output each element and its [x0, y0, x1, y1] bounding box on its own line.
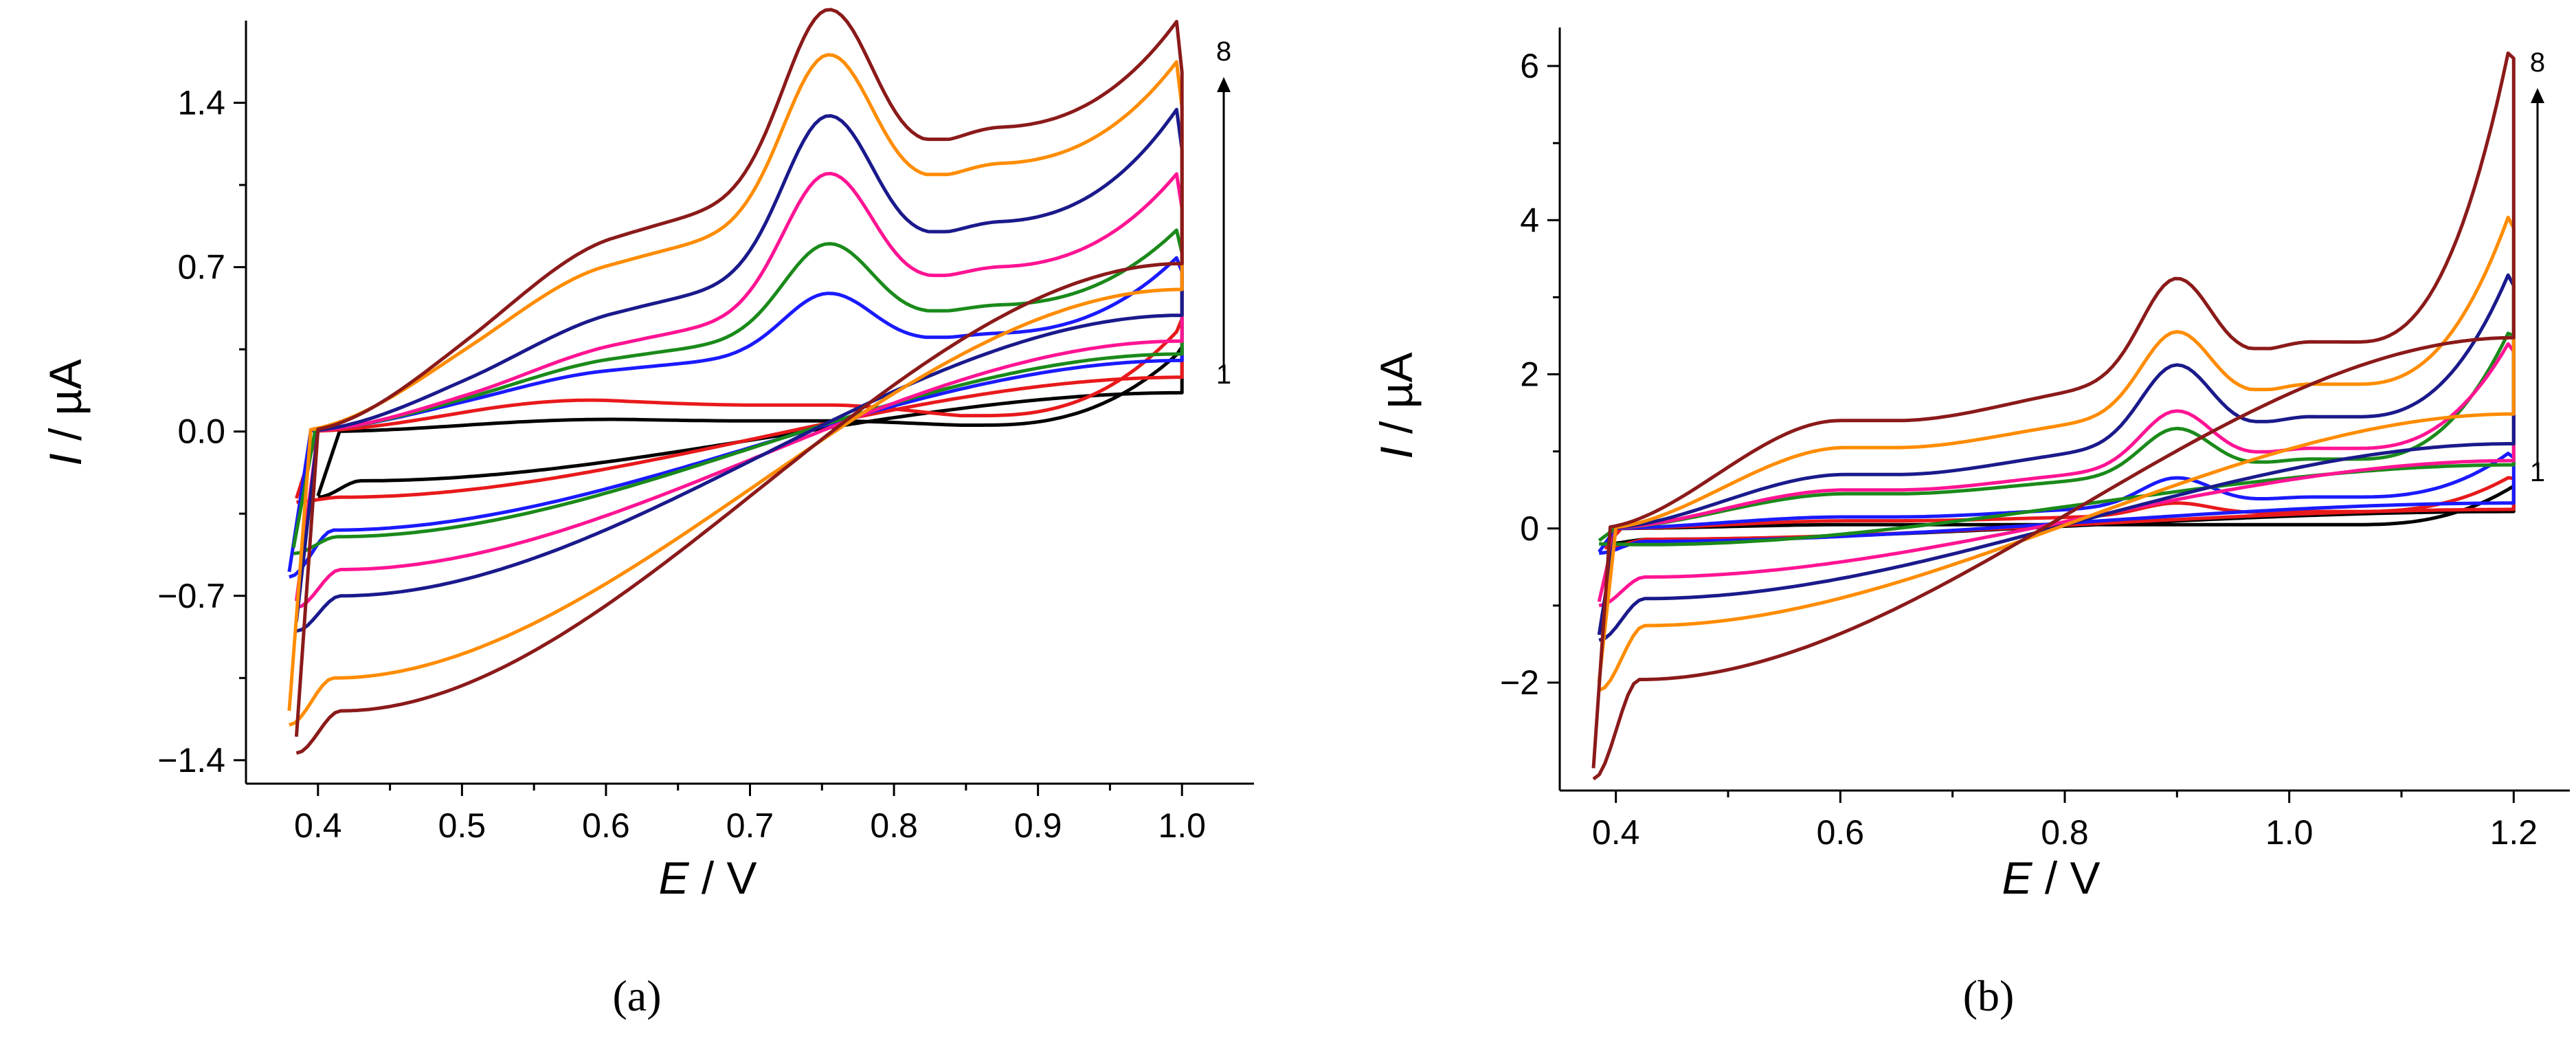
scan-order-arrow-b — [2531, 88, 2544, 467]
arrow-label-top-a: 8 — [1216, 36, 1231, 67]
y-tick-label-a: −1.4 — [157, 741, 225, 780]
y-axis-label-b: I / µA — [1371, 352, 1422, 459]
x-tick-label-b: 1.0 — [2265, 813, 2314, 852]
ticks-a: 0.4 0.5 0.6 0.7 0.8 0.9 1.0 −1.4 −0.7 0.0 0.7 1.4 — [157, 84, 1206, 845]
y-tick-label-a: 0.0 — [177, 412, 225, 451]
x-axis-label-b: E / V — [2002, 852, 2100, 903]
ticks-b: 0.4 0.6 0.8 1.0 1.2 −2 0 2 4 6 — [1500, 47, 2538, 852]
y-tick-label-b: 2 — [1520, 355, 1539, 394]
y-tick-label-b: −2 — [1500, 663, 1539, 702]
x-tick-label-b: 0.6 — [1817, 813, 1865, 852]
x-axis-label-a: E / V — [658, 852, 757, 903]
cv-curve-8-b — [1591, 51, 2516, 781]
panel-label-b: (b) — [1963, 971, 2015, 1020]
x-tick-label-a: 0.4 — [294, 806, 342, 845]
x-tick-label-a: 1.0 — [1158, 806, 1206, 845]
arrow-head-b — [2531, 88, 2544, 103]
scan-order-arrow-a — [1217, 77, 1231, 371]
y-axis-label-a: I / µA — [40, 359, 91, 465]
x-tick-label-b: 1.2 — [2490, 813, 2538, 852]
arrow-label-bottom-b: 1 — [2530, 457, 2545, 487]
x-tick-label-b: 0.8 — [2041, 813, 2089, 852]
y-tick-label-a: 0.7 — [177, 248, 225, 287]
x-tick-label-a: 0.6 — [582, 806, 630, 845]
y-tick-label-b: 6 — [1520, 47, 1539, 85]
x-tick-label-a: 0.5 — [438, 806, 486, 845]
y-tick-label-b: 4 — [1520, 201, 1539, 239]
chart-panel-a: 0.4 0.5 0.6 0.7 0.8 0.9 1.0 −1.4 −0.7 0.0 0.7 1.4 I… — [40, 8, 1254, 1020]
y-tick-label-a: 1.4 — [177, 84, 225, 122]
arrow-label-bottom-a: 1 — [1216, 360, 1231, 390]
cv-curve-8-a — [294, 8, 1184, 755]
x-tick-label-a: 0.8 — [870, 806, 918, 845]
axes-b — [1558, 27, 2570, 792]
curves-a — [287, 8, 1184, 755]
panel-label-a: (a) — [612, 971, 661, 1020]
curves-b — [1591, 51, 2516, 781]
cv-curve-2-b — [1603, 476, 2516, 550]
chart-panel-b: 0.4 0.6 0.8 1.0 1.2 −2 0 2 4 6 I / µA E / V 8 1 (… — [1371, 27, 2570, 1020]
y-tick-label-b: 0 — [1520, 509, 1539, 548]
x-tick-label-a: 0.9 — [1014, 806, 1062, 845]
x-tick-label-a: 0.7 — [726, 806, 774, 845]
arrow-label-top-b: 8 — [2530, 47, 2545, 78]
y-tick-label-a: −0.7 — [157, 577, 225, 615]
cv-curve-5-a — [294, 172, 1184, 610]
arrow-head-a — [1217, 77, 1231, 92]
cv-curve-7-a — [287, 53, 1184, 727]
x-tick-label-b: 0.4 — [1592, 813, 1640, 852]
